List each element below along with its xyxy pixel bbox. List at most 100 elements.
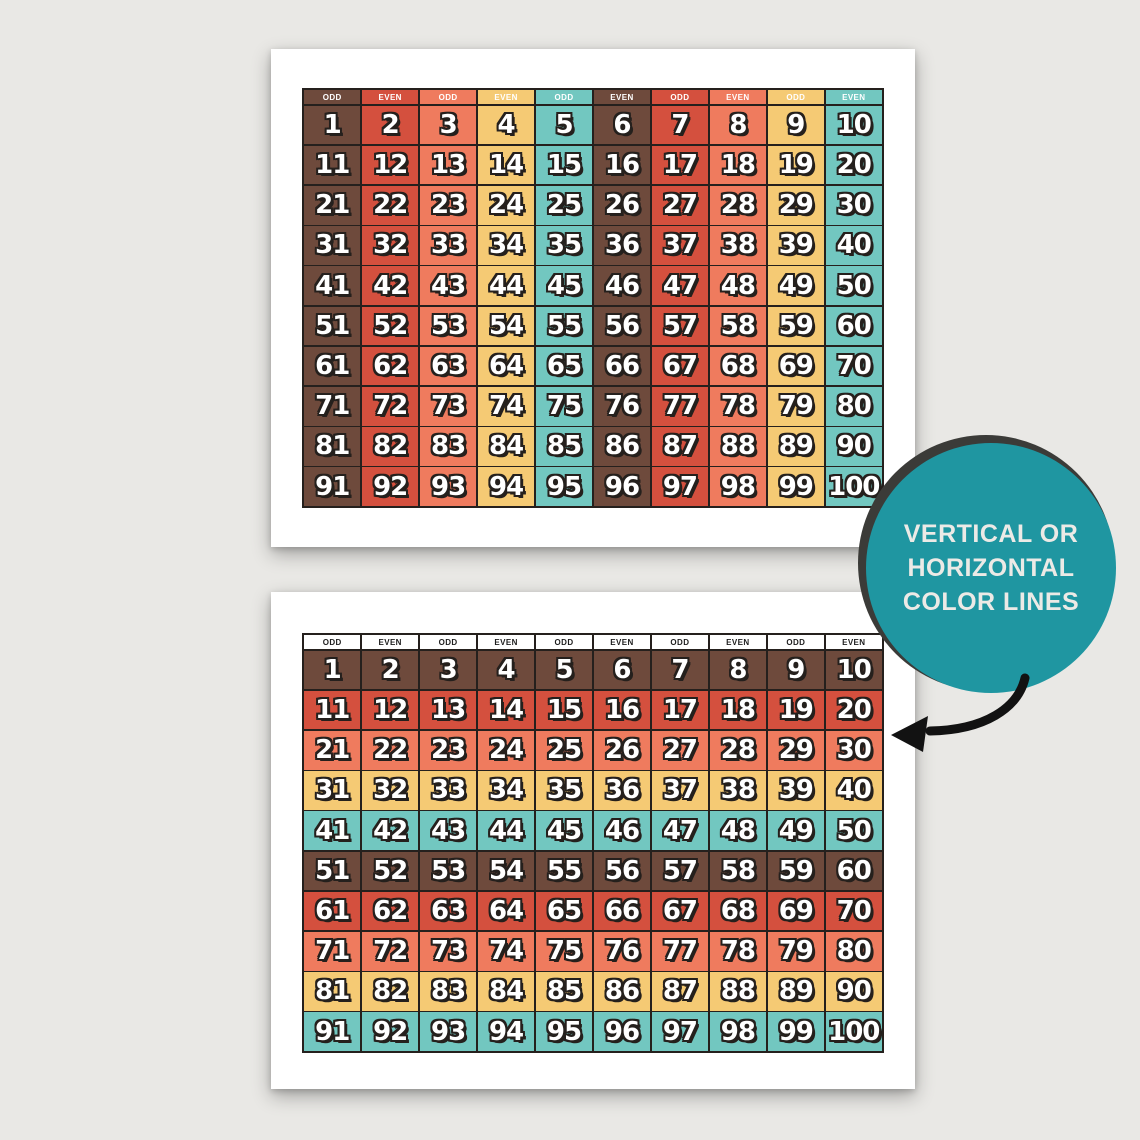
number-cell: 27 <box>651 730 709 770</box>
number-cell: 20 <box>825 690 882 730</box>
number-cell: 9 <box>767 105 825 145</box>
number-cell: 100 <box>825 467 882 506</box>
number-cell: 84 <box>477 972 535 1011</box>
number-cell: 92 <box>361 467 419 506</box>
number-cell: 88 <box>709 427 767 466</box>
number-cell: 41 <box>304 811 361 850</box>
column-header-odd: ODD <box>304 635 361 649</box>
number-cell: 85 <box>535 427 593 466</box>
number-cell: 17 <box>651 145 709 185</box>
number-cell: 33 <box>419 771 477 810</box>
hundred-chart-vertical-lines: ODD EVEN ODD EVEN ODD EVEN ODD EVEN ODD EVEN 1 2 3 4 5… <box>302 88 884 508</box>
number-cell: 59 <box>767 851 825 891</box>
number-cell: 25 <box>535 730 593 770</box>
number-cell: 67 <box>651 346 709 386</box>
number-cell: 83 <box>419 972 477 1011</box>
number-cell: 23 <box>419 185 477 225</box>
number-cell: 27 <box>651 185 709 225</box>
number-cell: 11 <box>304 690 361 730</box>
number-cell: 85 <box>535 972 593 1011</box>
number-cell: 78 <box>709 386 767 426</box>
number-cell: 98 <box>709 1012 767 1051</box>
number-cell: 6 <box>593 650 651 690</box>
number-cell: 62 <box>361 346 419 386</box>
column-header-odd: ODD <box>535 635 593 649</box>
number-cell: 53 <box>419 306 477 346</box>
number-cell: 36 <box>593 226 651 265</box>
number-cell: 43 <box>419 811 477 850</box>
number-cell: 76 <box>593 386 651 426</box>
number-cell: 51 <box>304 306 361 346</box>
number-cell: 95 <box>535 467 593 506</box>
number-cell: 53 <box>419 851 477 891</box>
number-cell: 29 <box>767 185 825 225</box>
number-cell: 76 <box>593 931 651 971</box>
number-cell: 92 <box>361 1012 419 1051</box>
number-cell: 4 <box>477 650 535 690</box>
number-cell: 37 <box>651 226 709 265</box>
number-cell: 100 <box>825 1012 882 1051</box>
number-cell: 69 <box>767 346 825 386</box>
number-cell: 50 <box>825 266 882 305</box>
number-cell: 24 <box>477 185 535 225</box>
column-header-even: EVEN <box>825 635 882 649</box>
number-cell: 61 <box>304 346 361 386</box>
number-cell: 61 <box>304 891 361 931</box>
number-cell: 95 <box>535 1012 593 1051</box>
number-cell: 4 <box>477 105 535 145</box>
number-cell: 10 <box>825 105 882 145</box>
number-cell: 66 <box>593 346 651 386</box>
column-header-odd: ODD <box>767 635 825 649</box>
badge-line-2: HORIZONTAL <box>907 554 1075 582</box>
number-cell: 48 <box>709 811 767 850</box>
number-cell: 18 <box>709 690 767 730</box>
number-cell: 1 <box>304 105 361 145</box>
number-cell: 21 <box>304 185 361 225</box>
number-cell: 19 <box>767 690 825 730</box>
number-cell: 38 <box>709 226 767 265</box>
number-cell: 75 <box>535 386 593 426</box>
badge-line-1: VERTICAL OR <box>903 520 1079 548</box>
number-cell: 50 <box>825 811 882 850</box>
number-cell: 40 <box>825 226 882 265</box>
number-cell: 48 <box>709 266 767 305</box>
number-cell: 86 <box>593 972 651 1011</box>
number-cell: 28 <box>709 730 767 770</box>
number-cell: 80 <box>825 931 882 971</box>
column-header-odd: ODD <box>304 90 361 104</box>
curved-arrow-icon <box>891 673 1030 752</box>
number-cell: 36 <box>593 771 651 810</box>
number-cell: 33 <box>419 226 477 265</box>
number-cell: 93 <box>419 1012 477 1051</box>
number-cell: 58 <box>709 306 767 346</box>
number-cell: 34 <box>477 226 535 265</box>
column-header-even: EVEN <box>593 90 651 104</box>
column-header-even: EVEN <box>825 90 882 104</box>
column-header-even: EVEN <box>593 635 651 649</box>
number-cell: 22 <box>361 185 419 225</box>
number-cell: 26 <box>593 730 651 770</box>
number-cell: 55 <box>535 306 593 346</box>
number-cell: 89 <box>767 972 825 1011</box>
number-cell: 78 <box>709 931 767 971</box>
number-cell: 7 <box>651 105 709 145</box>
column-header-odd: ODD <box>419 635 477 649</box>
number-cell: 19 <box>767 145 825 185</box>
number-cell: 57 <box>651 851 709 891</box>
number-cell: 63 <box>419 891 477 931</box>
number-cell: 69 <box>767 891 825 931</box>
column-header-odd: ODD <box>651 90 709 104</box>
number-cell: 46 <box>593 811 651 850</box>
number-cell: 55 <box>535 851 593 891</box>
number-cell: 47 <box>651 811 709 850</box>
number-cell: 77 <box>651 386 709 426</box>
number-cell: 15 <box>535 145 593 185</box>
number-cell: 47 <box>651 266 709 305</box>
column-header-even: EVEN <box>477 90 535 104</box>
number-cell: 64 <box>477 891 535 931</box>
number-cell: 81 <box>304 972 361 1011</box>
number-cell: 39 <box>767 226 825 265</box>
number-cell: 70 <box>825 346 882 386</box>
number-cell: 97 <box>651 467 709 506</box>
number-cell: 68 <box>709 891 767 931</box>
